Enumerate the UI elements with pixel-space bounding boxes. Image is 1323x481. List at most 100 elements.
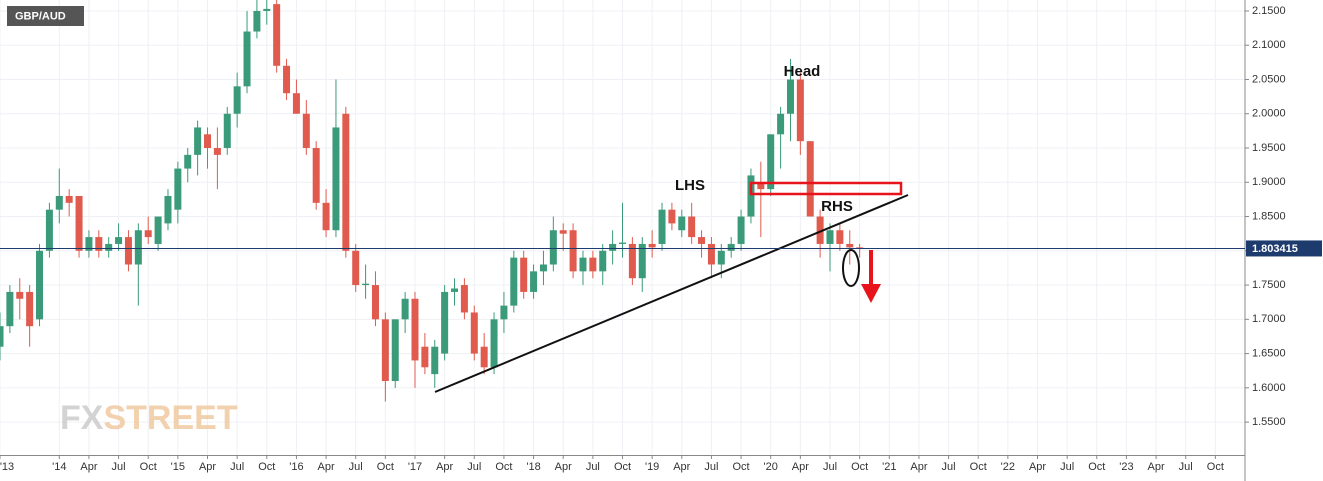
x-tick-label: Jul [823, 461, 837, 473]
x-tick-label: Apr [80, 461, 97, 473]
y-tick-label: 1.6000 [1252, 382, 1286, 394]
candle-body [658, 209, 666, 244]
x-tick-label: '13 [0, 461, 14, 473]
x-tick-label: '19 [645, 461, 659, 473]
candle-body [352, 250, 360, 286]
y-tick-label: 1.8500 [1252, 210, 1286, 222]
candle-body [500, 305, 508, 320]
x-tick-label: Apr [1148, 461, 1165, 473]
candle-body [223, 113, 231, 149]
x-tick-label: Oct [614, 461, 631, 473]
x-tick-label: Oct [377, 461, 394, 473]
candle-body [737, 216, 745, 244]
x-tick-label: Apr [910, 461, 927, 473]
arrow-head [861, 284, 881, 303]
candle-body [609, 243, 617, 251]
candle-body [451, 288, 459, 292]
annotation: Head [784, 63, 821, 80]
candle-body [292, 93, 300, 114]
candle-body [213, 148, 221, 155]
candle-body [36, 250, 44, 320]
x-tick-label: Jul [942, 461, 956, 473]
candle-body [796, 79, 804, 142]
candle-body [441, 291, 449, 354]
y-tick-label: 2.1000 [1252, 39, 1286, 51]
candle-body [688, 216, 696, 238]
candle-body [619, 242, 626, 244]
candle-body [520, 257, 528, 292]
candle-body [678, 216, 686, 231]
candle-body [75, 195, 83, 251]
candle-body [16, 291, 24, 299]
candle-body [253, 10, 261, 32]
candle-body [302, 113, 310, 149]
candle-body [65, 195, 73, 203]
candle-body [6, 291, 14, 327]
symbol-badge [7, 6, 84, 26]
axes: 1.55001.60001.65001.70001.75001.80001.85… [0, 5, 1322, 473]
candle-body [164, 195, 172, 224]
x-tick-label: Jul [1060, 461, 1074, 473]
candle-body [490, 319, 498, 368]
trend-line [434, 194, 909, 393]
candle-body [243, 31, 251, 87]
candle-body [45, 209, 53, 251]
candle-body [510, 257, 518, 306]
x-tick-label: '17 [408, 461, 422, 473]
candle-body [579, 257, 587, 272]
x-tick-label: Jul [349, 461, 363, 473]
candle-body [144, 230, 152, 238]
x-tick-label: Oct [970, 461, 987, 473]
y-tick-label: 1.9000 [1252, 176, 1286, 188]
candle-body [569, 230, 577, 272]
x-tick-label: '23 [1119, 461, 1133, 473]
candle-body [26, 291, 34, 327]
x-tick-label: Oct [851, 461, 868, 473]
x-tick-label: Oct [733, 461, 750, 473]
candle-body [391, 319, 399, 381]
candle-body [124, 237, 132, 265]
x-tick-label: '22 [1001, 461, 1015, 473]
candle-body [826, 230, 834, 244]
candle-body [431, 346, 439, 375]
candle-body [836, 230, 844, 244]
logo: FXSTREET [60, 399, 238, 437]
candle-body [470, 312, 478, 354]
candles [0, 0, 864, 402]
x-tick-label: Jul [586, 461, 600, 473]
candle-body [233, 86, 241, 114]
candle-body [95, 237, 103, 251]
candle-body [105, 243, 113, 251]
candle-body [717, 250, 725, 265]
candle-body [480, 346, 488, 368]
candle-body [549, 230, 557, 265]
candle-body [154, 216, 162, 244]
candle-body [698, 237, 706, 244]
x-tick-label: '16 [289, 461, 303, 473]
candle-body [707, 243, 715, 265]
x-tick-label: Apr [792, 461, 809, 473]
x-tick-label: Jul [704, 461, 718, 473]
candle-body [85, 237, 93, 251]
y-tick-label: 1.7500 [1252, 279, 1286, 291]
x-tick-label: '15 [171, 461, 185, 473]
x-tick-label: Oct [1088, 461, 1105, 473]
logo-street: STREET [103, 399, 237, 437]
candle-body [362, 283, 370, 286]
y-tick-label: 2.0000 [1252, 108, 1286, 120]
candle-body [747, 175, 755, 217]
x-tick-label: '18 [526, 461, 540, 473]
candle-body [757, 182, 765, 190]
candle-body [342, 113, 350, 251]
candle-body [283, 65, 291, 94]
candle-body [55, 195, 63, 210]
candle-body [194, 127, 202, 155]
candle-body [460, 285, 468, 313]
x-tick-label: '21 [882, 461, 896, 473]
candle-body [421, 346, 429, 368]
last-price-badge [1246, 240, 1322, 257]
annotation: RHS [821, 198, 853, 215]
x-tick-label: Jul [112, 461, 126, 473]
candle-body [668, 209, 676, 224]
candle-body [273, 4, 281, 66]
